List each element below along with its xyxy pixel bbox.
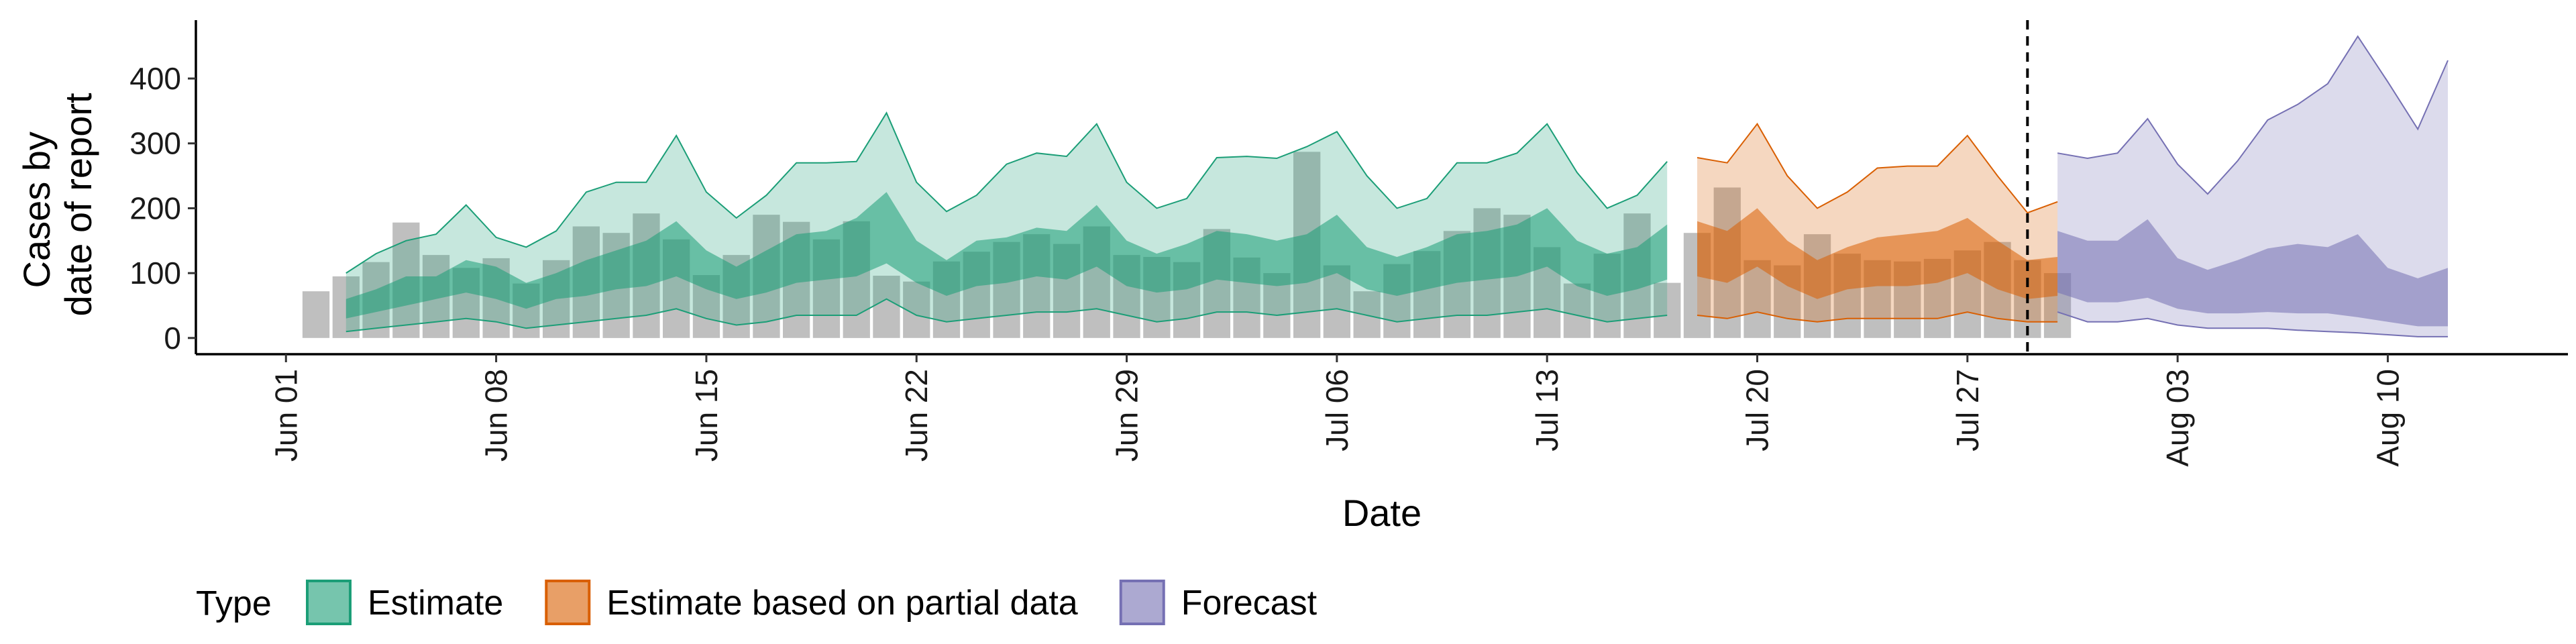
series-band [345, 111, 1668, 333]
x-tick-label: Aug 10 [2370, 369, 2405, 467]
case-bar [873, 276, 900, 338]
legend-swatch [545, 580, 591, 625]
x-tick-label: Aug 03 [2160, 369, 2195, 467]
inner-interval [1697, 208, 2058, 299]
case-bar [302, 291, 330, 338]
y-axis-title: Cases by date of report [15, 93, 99, 317]
case-bar [1743, 260, 1771, 338]
legend-label: Forecast [1181, 584, 1318, 623]
x-tick-label: Jun 22 [899, 369, 934, 462]
axes: 0 100 200 300 400 Jun 01 Jun 08 Jun 15 Jun 22 Jun… [129, 20, 2568, 467]
upper-bound-line [345, 111, 1668, 274]
x-tick-label: Jul 06 [1320, 369, 1354, 451]
estimate-bands [345, 35, 2449, 337]
legend-item: Estimate [306, 580, 503, 625]
legend-label: Estimate based on partial data [606, 584, 1078, 623]
legend-swatch [1119, 580, 1165, 625]
upper-bound-line [2057, 35, 2449, 195]
legend-title: Type [196, 584, 272, 623]
inner-interval [345, 192, 1668, 319]
x-tick-label: Jun 01 [268, 369, 303, 462]
x-tick-label: Jul 20 [1740, 369, 1775, 451]
case-bar [1654, 282, 1681, 338]
y-tick-label: 100 [129, 256, 181, 290]
x-tick-label: Jun 15 [689, 369, 724, 462]
y-axis-title-line-2: date of report [57, 93, 99, 317]
y-tick-label: 400 [129, 61, 181, 96]
inner-interval [2057, 219, 2448, 327]
x-axis-title: Date [1342, 492, 1421, 534]
legend-item: Estimate based on partial data [545, 580, 1078, 625]
legend-item: Forecast [1119, 580, 1318, 625]
legend-swatch [306, 580, 352, 625]
x-tick-label: Jun 29 [1110, 369, 1144, 462]
series-band [1697, 122, 2058, 323]
y-tick-label: 0 [164, 321, 181, 356]
y-tick-label: 300 [129, 126, 181, 161]
lower-bound-line [1697, 311, 2058, 323]
y-axis-title-line-1: Cases by [15, 131, 58, 288]
series-band [2057, 35, 2449, 337]
legend: Type Estimate Estimate based on partial d… [196, 580, 1318, 625]
x-tick-label: Jun 08 [479, 369, 514, 462]
upper-bound-line [1697, 122, 2058, 214]
y-tick-label: 200 [129, 191, 181, 225]
lower-bound-line [345, 298, 1668, 333]
legend-label: Estimate [368, 584, 503, 623]
x-tick-label: Jul 13 [1529, 369, 1564, 451]
outer-interval [345, 113, 1668, 332]
case-bar [1563, 283, 1591, 338]
x-tick-label: Jul 27 [1950, 369, 1985, 451]
lower-bound-line [2057, 311, 2448, 337]
